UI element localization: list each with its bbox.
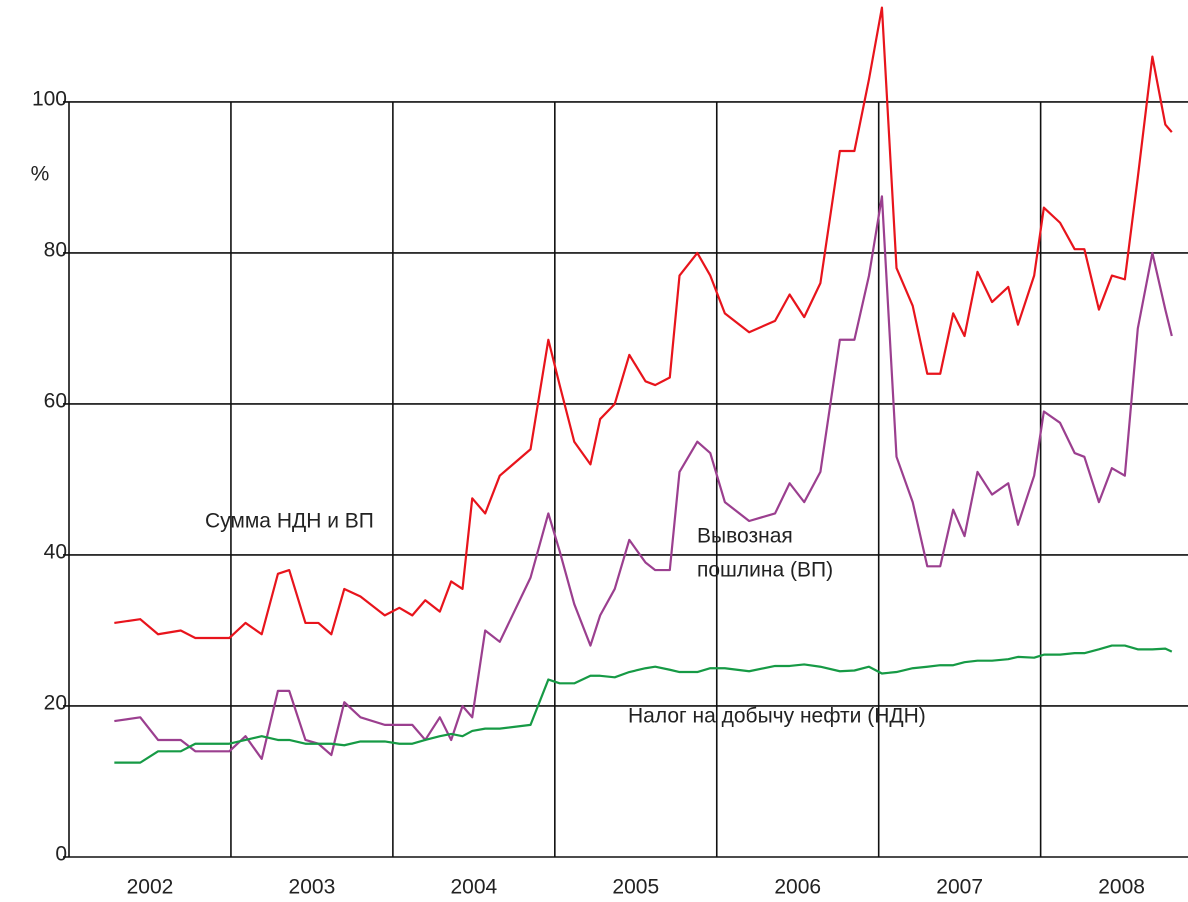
series-line [114, 195, 1173, 760]
annotation: Налог на добычу нефти (НДН) [628, 705, 926, 728]
annotation: Вывозная [697, 525, 793, 548]
x-tick-label: 2005 [612, 876, 659, 899]
y-tick-label: 100 [32, 87, 67, 110]
x-tick-label: 2008 [1098, 876, 1145, 899]
series-line [114, 6, 1173, 640]
y-tick-label: 20 [44, 692, 67, 715]
series-line [114, 644, 1173, 764]
annotation: пошлина (ВП) [697, 559, 833, 582]
x-tick-label: 2006 [774, 876, 821, 899]
x-tick-label: 2007 [936, 876, 983, 899]
y-tick-label: 60 [44, 390, 67, 413]
y-tick-label: 80 [44, 238, 67, 261]
y-tick-label: 0 [55, 843, 67, 866]
x-tick-label: 2004 [450, 876, 497, 899]
y-axis-label: % [31, 163, 50, 186]
y-tick-label: 40 [44, 541, 67, 564]
annotation: Сумма НДН и ВП [205, 510, 374, 533]
x-tick-label: 2002 [127, 876, 174, 899]
x-tick-label: 2003 [289, 876, 336, 899]
